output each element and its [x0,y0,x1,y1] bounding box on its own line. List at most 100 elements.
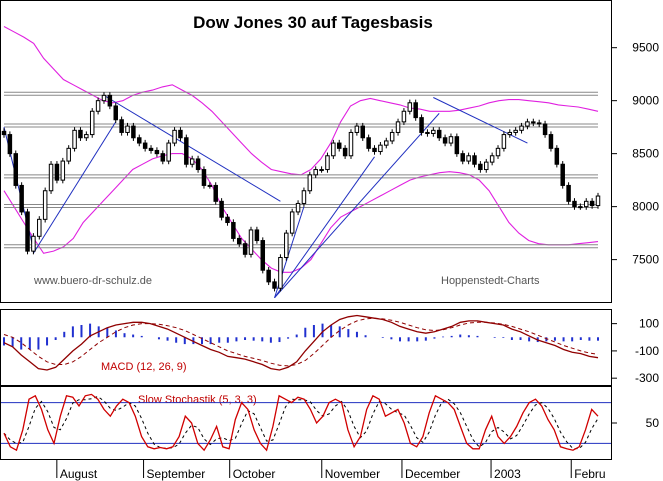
candle-body [42,190,48,220]
candle-body [384,140,389,146]
candle-body [572,200,577,208]
trend-line [32,121,117,254]
trend-line [274,113,440,299]
candle-body [95,100,101,112]
candle-body [242,243,248,255]
candle-body [37,218,42,237]
candle-body [348,131,354,157]
stochastic-d-line [3,395,599,450]
candle-body [225,216,230,224]
candle-body [589,200,595,207]
candle-body [513,129,518,133]
candle-body [525,121,530,127]
candle-body [454,136,460,155]
candle-body [166,142,171,162]
y-tick-label: 9000 [632,94,659,108]
candle-body [336,142,342,149]
candle-body [401,110,407,123]
candle-body [378,144,383,153]
candle-body [407,102,413,112]
candle-body [201,169,207,186]
month-label: September [147,467,206,481]
macd-y-tick-label: 100 [639,317,659,331]
candle-body [142,142,148,149]
candle-body [507,131,513,136]
candle-body [278,256,283,289]
candle-body [119,119,124,133]
candle-body [84,134,89,139]
candle-body [113,105,118,121]
trend-line [433,97,528,144]
stochastic-panel-frame [0,386,612,460]
candle-body [548,134,554,149]
month-label: November [325,467,380,481]
candle-body [125,125,130,133]
candle-body [354,125,360,133]
candle-body [107,94,113,107]
chart-title: Dow Jones 30 auf Tagesbasis [193,13,433,32]
stochastic-label: Slow Stochastik (5, 3, 3) [138,394,257,406]
candle-body [342,147,348,157]
candle-body [237,237,242,245]
candle-body [189,158,195,165]
candle-body [101,94,107,102]
candle-body [560,163,565,186]
candle-body [13,153,19,186]
candle-body [178,129,183,139]
candle-body [466,155,471,162]
y-tick-label: 8500 [632,147,659,161]
candle-body [319,169,324,172]
candle-body [448,136,454,144]
candle-body [48,163,54,192]
candle-body [331,142,336,157]
macd-y-tick-label: -100 [635,344,659,358]
candle-body [213,184,218,202]
candle-body [148,147,154,151]
candle-body [289,211,295,234]
candle-body [301,190,307,204]
candle-body [519,125,524,131]
month-label: October [233,467,276,481]
candle-body [536,122,542,125]
month-label: August [60,467,98,481]
candle-body [54,163,60,181]
candle-body [360,125,365,139]
candle-body [89,110,95,136]
bollinger-bands [3,26,599,273]
candle-body [313,169,318,176]
candle-body [60,160,66,181]
candle-body [307,174,313,192]
candle-body [501,134,507,149]
month-label: Febru [574,467,605,481]
stochastic-series: 50 [1,393,659,452]
candle-body [131,125,136,139]
candle-body [72,129,77,149]
candle-body [248,229,254,255]
candle-body [554,147,560,165]
month-label: December [405,467,460,481]
candle-body [78,129,83,139]
trend-line [274,156,375,299]
candle-body [254,229,260,242]
candle-body [231,222,236,239]
candle-body [66,147,71,162]
y-tick-label: 7500 [632,253,659,267]
candle-body [266,269,271,283]
macd-signal-line [3,317,599,367]
candle-body [472,155,477,165]
candle-body [566,184,571,202]
candle-body [1,130,7,136]
candle-body [389,131,395,142]
panel-frames [0,0,612,460]
price-y-axis: 7500 8000 8500 9000 9500 [611,41,659,267]
candle-body [272,281,277,289]
candle-body [31,235,36,252]
lower-band-line [3,153,599,273]
candle-body [495,147,501,157]
candle-body [19,184,24,213]
candle-body [583,200,589,208]
candle-body [137,137,142,144]
candle-body [260,240,266,271]
candle-body [395,121,401,133]
